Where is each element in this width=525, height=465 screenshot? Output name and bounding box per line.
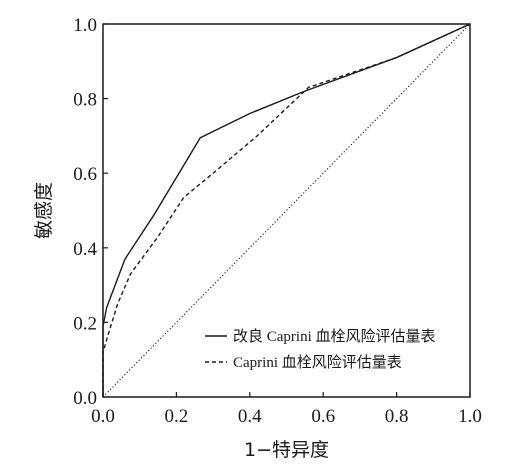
plot-frame (102, 23, 471, 398)
x-tick-label: 1.0 (458, 406, 482, 427)
y-tick-label: 1.0 (73, 15, 97, 36)
x-tick-label: 0.4 (238, 406, 262, 427)
roc-line-caprini (102, 23, 471, 397)
legend-label-modified-caprini: 改良 Caprini 血栓风险评估量表 (233, 328, 436, 345)
axis-layer: 0.0 0.2 0.4 0.6 0.8 1.0 0.0 0.2 0.4 0.6 0.8 1.0 (73, 15, 482, 427)
series-layer (102, 23, 471, 398)
legend: 改良 Caprini 血栓风险评估量表 Caprini 血栓风险评估量表 (205, 328, 436, 371)
y-tick-label: 0.6 (73, 164, 97, 185)
y-tick-label: 0.0 (73, 388, 97, 409)
legend-label-caprini: Caprini 血栓风险评估量表 (233, 354, 402, 371)
x-axis-title: 1−特异度 (244, 439, 329, 461)
x-tick-label: 0.2 (165, 406, 189, 427)
y-tick-label: 0.8 (73, 90, 97, 111)
y-axis-title: 敏感度 (33, 182, 55, 239)
x-tick-label: 0.0 (91, 406, 115, 427)
x-tick-label: 0.8 (385, 406, 409, 427)
y-tick-label: 0.4 (73, 239, 97, 260)
reference-diagonal (102, 23, 471, 398)
roc-line-modified-caprini (102, 23, 471, 397)
y-tick-label: 0.2 (73, 313, 97, 334)
x-tick-label: 0.6 (311, 406, 335, 427)
